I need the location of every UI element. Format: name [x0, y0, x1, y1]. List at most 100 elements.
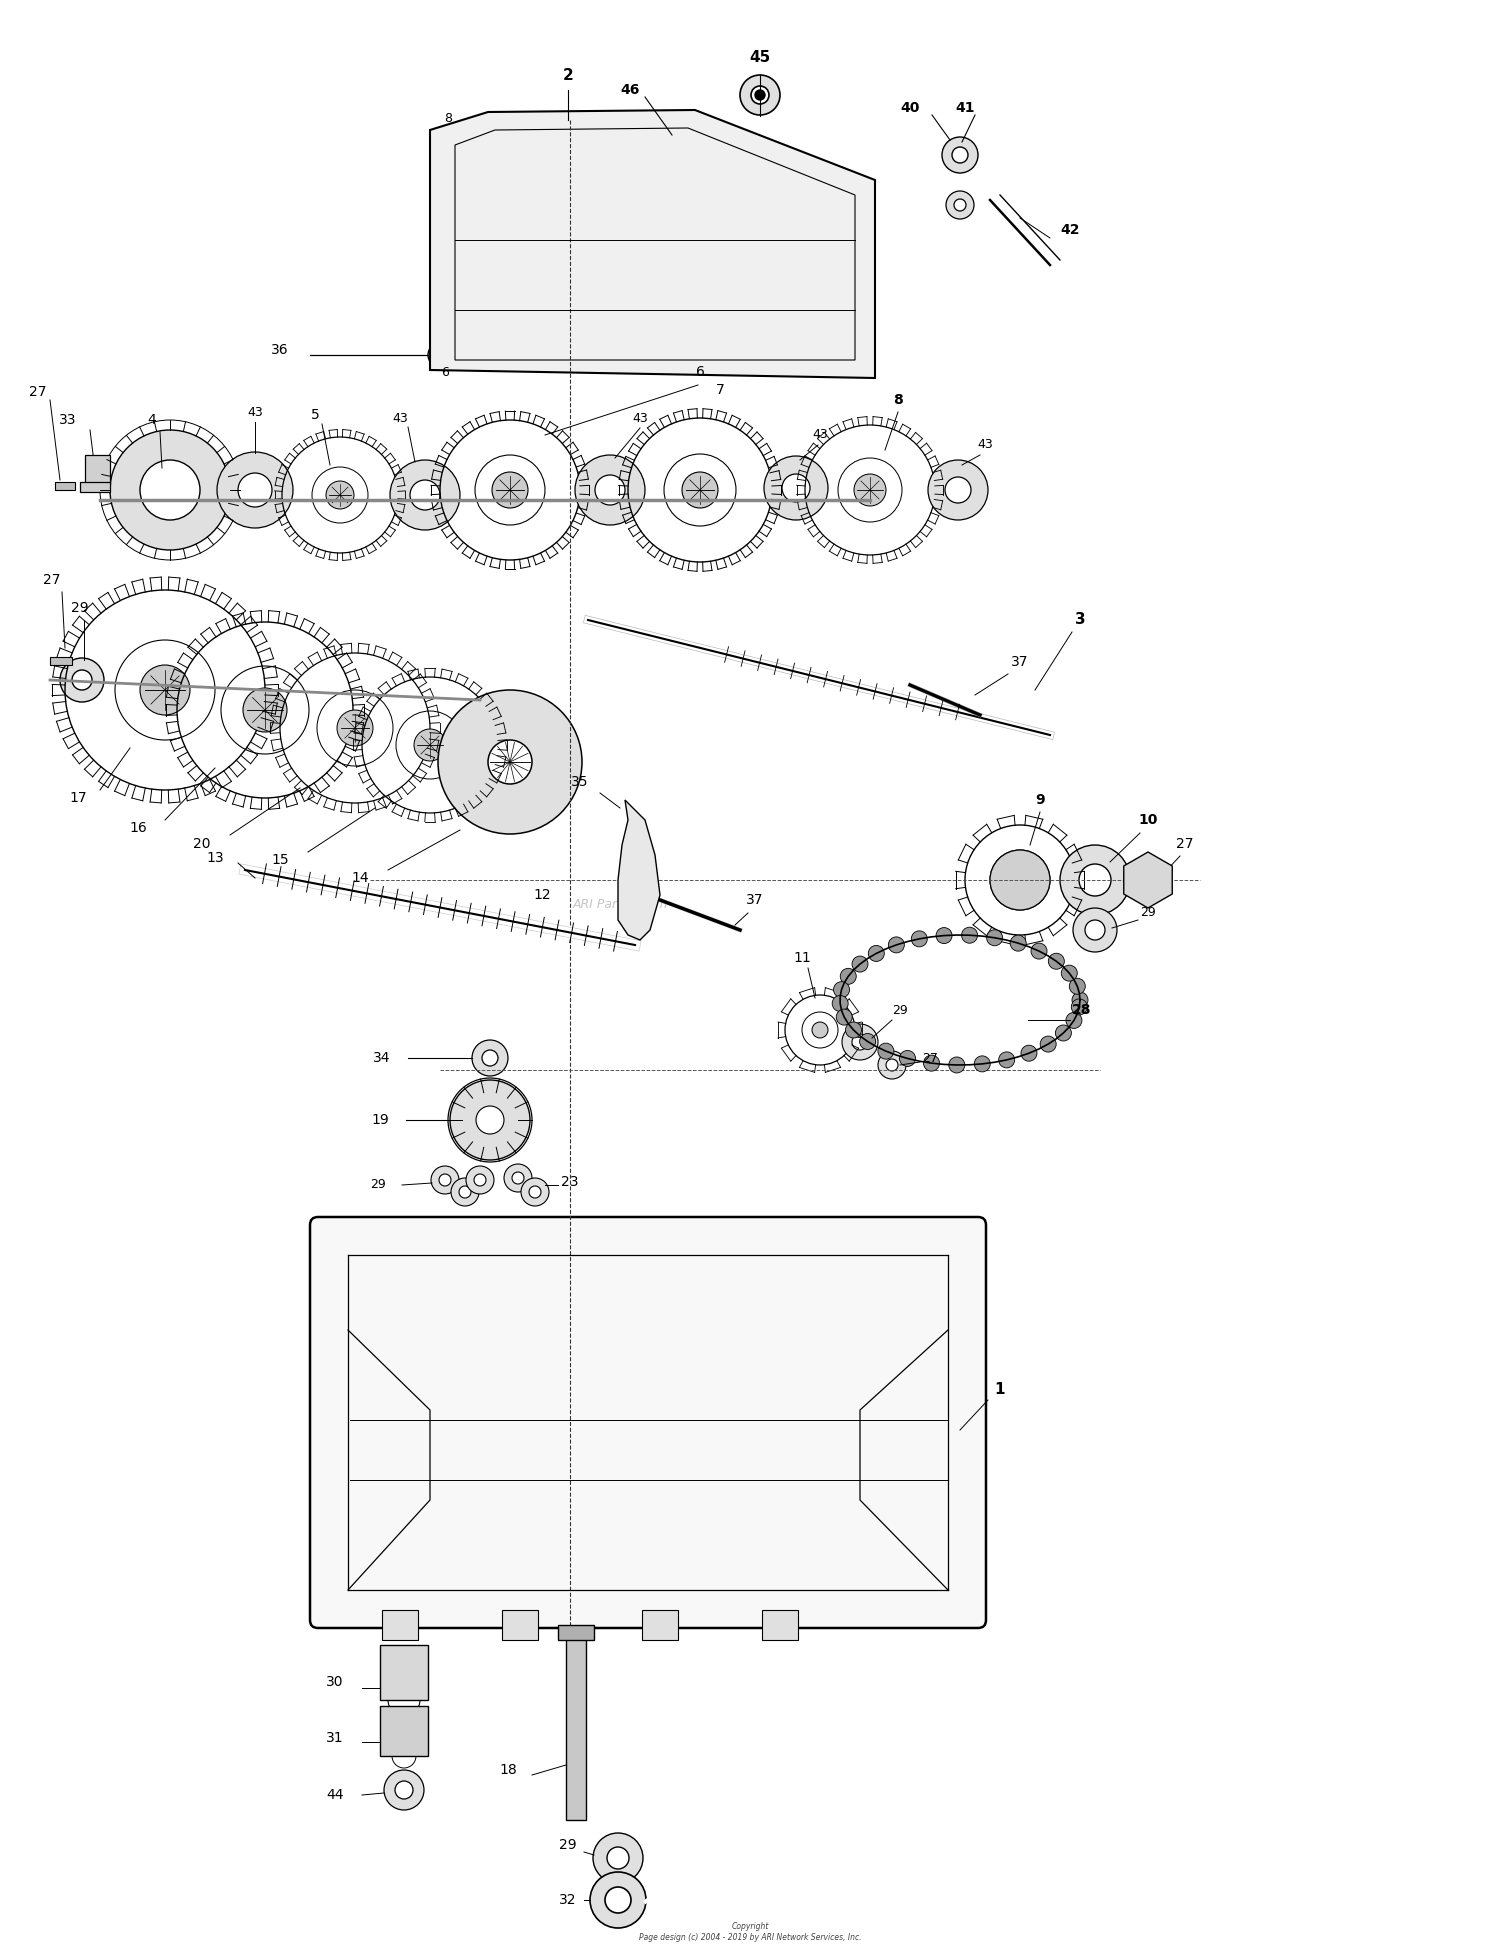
Circle shape: [554, 263, 586, 296]
Text: 29: 29: [560, 1839, 578, 1852]
Bar: [56, 482, 75, 489]
Circle shape: [664, 127, 696, 160]
Text: 12: 12: [532, 887, 550, 903]
Circle shape: [987, 930, 1002, 946]
Circle shape: [596, 476, 626, 505]
Bar: [80, 482, 110, 491]
Text: 29: 29: [892, 1004, 908, 1016]
Circle shape: [836, 1008, 852, 1026]
Text: 46: 46: [621, 84, 639, 98]
Text: 10: 10: [1138, 813, 1158, 827]
Text: 43: 43: [976, 439, 993, 452]
Circle shape: [435, 349, 445, 361]
Bar: [642, 1611, 678, 1640]
Circle shape: [488, 739, 532, 784]
Circle shape: [694, 138, 726, 172]
Text: 32: 32: [560, 1893, 576, 1907]
Circle shape: [754, 90, 765, 99]
Circle shape: [852, 956, 868, 971]
Circle shape: [1070, 979, 1086, 994]
Text: 13: 13: [206, 850, 224, 866]
Circle shape: [878, 1043, 894, 1059]
Circle shape: [554, 129, 586, 162]
Bar: [566, 1634, 586, 1819]
Circle shape: [962, 926, 978, 944]
Text: 5: 5: [310, 408, 320, 421]
Circle shape: [512, 1172, 524, 1184]
Circle shape: [753, 292, 766, 306]
Circle shape: [520, 1178, 549, 1205]
Text: 43: 43: [632, 411, 648, 425]
Circle shape: [474, 1174, 486, 1186]
Circle shape: [740, 74, 780, 115]
Text: 15: 15: [272, 852, 290, 868]
Circle shape: [414, 729, 446, 760]
Circle shape: [674, 136, 687, 150]
Circle shape: [484, 263, 516, 296]
Circle shape: [466, 1166, 494, 1193]
Circle shape: [1030, 944, 1047, 959]
Text: 43: 43: [392, 411, 408, 425]
Circle shape: [954, 199, 966, 211]
Text: 8: 8: [892, 394, 903, 408]
Text: 33: 33: [60, 413, 76, 427]
Circle shape: [394, 1780, 412, 1800]
Text: 17: 17: [69, 792, 87, 805]
Text: 28: 28: [1072, 1002, 1092, 1018]
Circle shape: [942, 136, 978, 174]
FancyBboxPatch shape: [310, 1217, 986, 1628]
Text: 3: 3: [1074, 612, 1086, 628]
Circle shape: [1040, 1035, 1056, 1053]
Text: 44: 44: [327, 1788, 344, 1802]
Circle shape: [504, 1164, 532, 1191]
Circle shape: [782, 474, 810, 501]
Circle shape: [530, 1186, 542, 1197]
Polygon shape: [618, 800, 660, 940]
Circle shape: [999, 1051, 1014, 1069]
Circle shape: [562, 138, 578, 152]
Circle shape: [388, 1685, 420, 1716]
Circle shape: [1048, 954, 1065, 969]
Circle shape: [682, 472, 718, 509]
Circle shape: [608, 1847, 628, 1868]
Bar: [380, 1706, 427, 1757]
Text: 9: 9: [1035, 794, 1046, 807]
Circle shape: [764, 456, 828, 521]
Text: 34: 34: [374, 1051, 390, 1065]
Text: 31: 31: [326, 1732, 344, 1745]
Circle shape: [604, 1888, 631, 1913]
Circle shape: [1066, 1012, 1082, 1028]
Circle shape: [840, 969, 856, 985]
Bar: [762, 1611, 798, 1640]
Text: 11: 11: [794, 952, 812, 965]
Circle shape: [842, 1024, 878, 1061]
Text: 7: 7: [716, 382, 724, 398]
Circle shape: [624, 129, 656, 162]
Circle shape: [833, 994, 848, 1012]
Circle shape: [484, 144, 516, 175]
Circle shape: [675, 138, 686, 148]
Circle shape: [928, 460, 988, 521]
Circle shape: [476, 1106, 504, 1135]
Text: 20: 20: [194, 837, 210, 850]
Circle shape: [440, 1174, 452, 1186]
Circle shape: [868, 946, 885, 961]
Circle shape: [482, 1049, 498, 1067]
Circle shape: [1022, 1045, 1036, 1061]
Circle shape: [859, 1034, 876, 1049]
Circle shape: [886, 1059, 898, 1071]
Text: 23: 23: [561, 1176, 579, 1190]
Circle shape: [72, 671, 92, 690]
Text: 8: 8: [444, 111, 452, 125]
Text: 14: 14: [351, 872, 369, 885]
Circle shape: [952, 146, 968, 164]
Circle shape: [592, 1833, 644, 1884]
Text: 43: 43: [248, 406, 262, 419]
Circle shape: [950, 1057, 964, 1072]
Circle shape: [853, 474, 886, 505]
Circle shape: [878, 1051, 906, 1078]
Circle shape: [60, 657, 104, 702]
Text: 29: 29: [370, 1178, 386, 1191]
Text: 6: 6: [696, 365, 705, 378]
Circle shape: [140, 460, 200, 521]
